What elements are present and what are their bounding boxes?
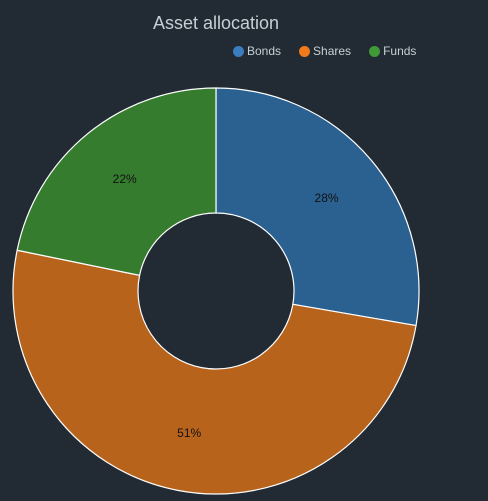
- slice-label-shares: 51%: [177, 426, 201, 440]
- slice-label-funds: 22%: [113, 172, 137, 186]
- chart-title: Asset allocation: [152, 13, 280, 33]
- legend-item-bonds[interactable]: Bonds: [233, 43, 281, 59]
- slice-label-bonds: 28%: [315, 191, 339, 205]
- legend-label-shares: Shares: [313, 44, 352, 58]
- legend-swatch-funds: [369, 45, 381, 57]
- slice-shares[interactable]: [12, 249, 417, 495]
- legend-swatch-shares: [299, 45, 311, 57]
- slice-funds[interactable]: [16, 87, 217, 277]
- legend-label-funds: Funds: [383, 44, 417, 58]
- slice-bonds[interactable]: [215, 87, 420, 327]
- legend: Bonds Shares Funds: [233, 43, 434, 59]
- legend-item-funds[interactable]: Funds: [369, 43, 416, 59]
- legend-swatch-bonds: [233, 45, 244, 57]
- legend-item-shares[interactable]: Shares: [299, 43, 351, 59]
- legend-label-bonds: Bonds: [247, 44, 282, 58]
